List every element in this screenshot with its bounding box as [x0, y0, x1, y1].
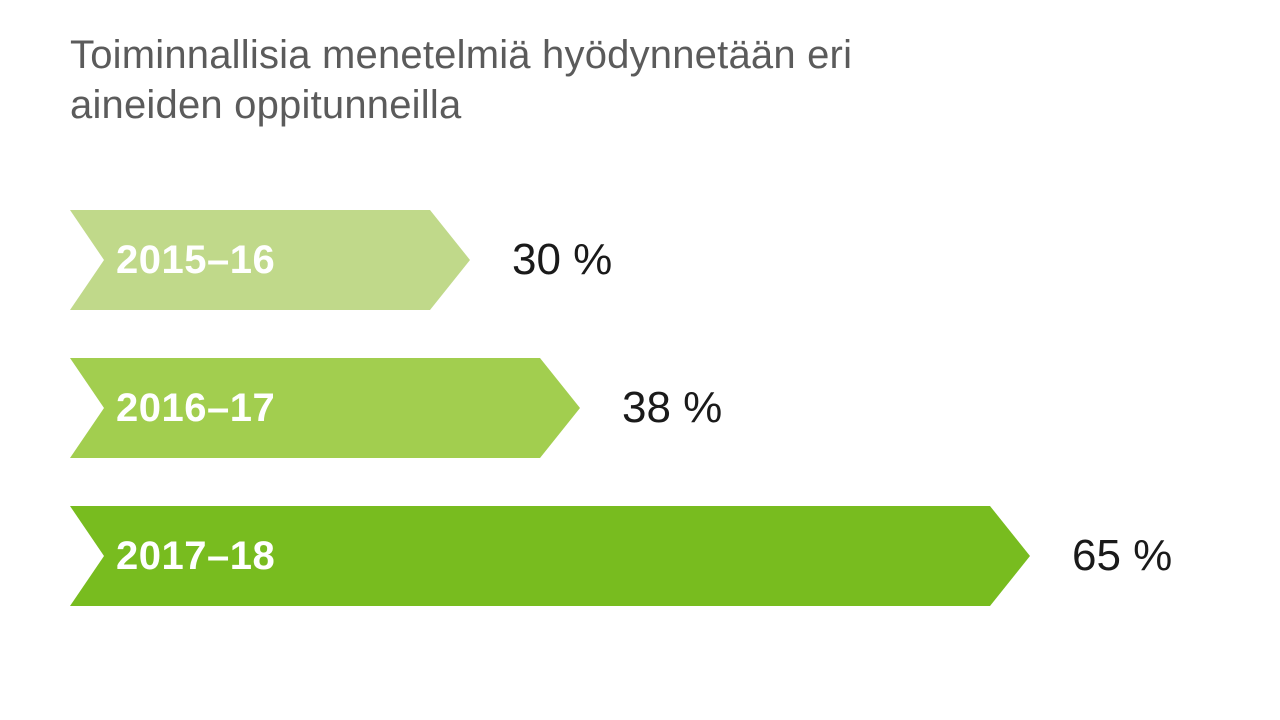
bar-label: 2015–16 — [116, 238, 275, 283]
bar-head — [990, 506, 1030, 606]
bar-notch — [70, 210, 104, 310]
bar-row: 2016–17 38 % — [70, 358, 1220, 458]
bar-body: 2015–16 — [70, 210, 430, 310]
bar-value: 38 % — [622, 383, 722, 433]
bar-arrow: 2017–18 — [70, 506, 1030, 606]
bar-row: 2017–18 65 % — [70, 506, 1220, 606]
bar-head — [430, 210, 470, 310]
bar-value: 30 % — [512, 235, 612, 285]
bar-value: 65 % — [1072, 531, 1172, 581]
chart-rows: 2015–16 30 % 2016–17 38 % 2017–18 — [70, 210, 1220, 606]
bar-head — [540, 358, 580, 458]
bar-body: 2016–17 — [70, 358, 540, 458]
bar-arrow: 2016–17 — [70, 358, 580, 458]
bar-notch — [70, 506, 104, 606]
bar-body: 2017–18 — [70, 506, 990, 606]
bar-notch — [70, 358, 104, 458]
bar-row: 2015–16 30 % — [70, 210, 1220, 310]
bar-arrow: 2015–16 — [70, 210, 470, 310]
chart-title: Toiminnallisia menetelmiä hyödynnetään e… — [70, 30, 970, 130]
bar-label: 2016–17 — [116, 386, 275, 431]
bar-label: 2017–18 — [116, 534, 275, 579]
